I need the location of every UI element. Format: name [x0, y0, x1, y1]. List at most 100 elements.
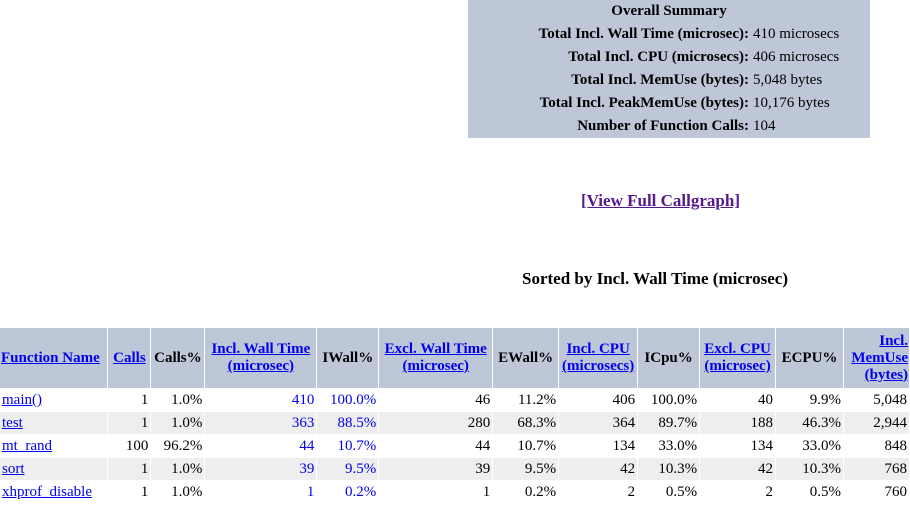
calls-cell: 1 — [107, 457, 152, 481]
view-full-callgraph-link[interactable]: [View Full Callgraph] — [581, 191, 740, 210]
calls-cell: 1 — [107, 480, 152, 504]
function-name-cell: sort — [0, 457, 109, 481]
summary-value: 406 microsecs — [753, 49, 840, 65]
sort-link[interactable]: Incl. Wall Time (microsec) — [211, 341, 310, 374]
incl-cpu-cell: 406 — [558, 388, 639, 412]
overall-summary-panel: Overall Summary Total Incl. Wall Time (m… — [468, 0, 870, 138]
header-line: (microsec) — [704, 358, 771, 374]
calls-cell: 1 — [107, 388, 152, 412]
header-line: Excl. CPU — [704, 341, 771, 357]
summary-value: 104 — [753, 118, 776, 134]
ecpu-pct-cell: 10.3% — [775, 457, 844, 481]
excl-wall-cell: 46 — [378, 388, 494, 412]
calls-pct-cell: 96.2% — [150, 434, 206, 458]
summary-title: Overall Summary — [611, 3, 727, 19]
function-name-cell: test — [0, 411, 109, 435]
summary-value: 10,176 bytes — [753, 95, 830, 111]
col-iwall-pct: IWall% — [316, 328, 380, 389]
function-link[interactable]: sort — [2, 460, 25, 477]
ecpu-pct-cell: 46.3% — [775, 411, 844, 435]
ewall-pct-cell: 10.7% — [492, 434, 560, 458]
header-line: Incl. Wall Time — [211, 341, 311, 357]
header-line: Excl. Wall Time — [384, 341, 487, 357]
calls-pct-cell: 1.0% — [150, 480, 206, 504]
incl-mem-cell: 768 — [843, 457, 910, 481]
sort-link[interactable]: Incl. CPU (microsecs) — [562, 341, 634, 374]
sort-link[interactable]: Function Name — [1, 349, 100, 366]
icpu-pct-cell: 33.0% — [637, 434, 701, 458]
ecpu-pct-cell: 33.0% — [775, 434, 844, 458]
col-incl-cpu[interactable]: Incl. CPU (microsecs) — [558, 328, 639, 389]
summary-key: Total Incl. Wall Time (microsec): — [538, 26, 749, 42]
excl-cpu-cell: 188 — [699, 411, 777, 435]
excl-cpu-cell: 2 — [699, 480, 777, 504]
function-link[interactable]: main() — [2, 391, 42, 408]
table-row: test 1 1.0% 363 88.5% 280 68.3% 364 89.7… — [0, 411, 910, 435]
col-calls[interactable]: Calls — [107, 328, 152, 389]
summary-row: Number of Function Calls: 104 — [468, 115, 870, 137]
ewall-pct-cell: 11.2% — [492, 388, 560, 412]
excl-wall-cell: 44 — [378, 434, 494, 458]
sort-link[interactable]: Incl. MemUse (bytes) — [851, 333, 908, 383]
summary-row: Total Incl. MemUse (bytes): 5,048 bytes — [468, 69, 870, 91]
iwall-pct-cell: 0.2% — [316, 480, 380, 504]
excl-wall-cell: 280 — [378, 411, 494, 435]
function-link[interactable]: xhprof_disable — [2, 483, 92, 500]
summary-key: Total Incl. CPU (microsecs): — [568, 49, 749, 65]
excl-cpu-cell: 134 — [699, 434, 777, 458]
iwall-pct-cell: 9.5% — [316, 457, 380, 481]
excl-wall-cell: 1 — [378, 480, 494, 504]
function-link[interactable]: test — [2, 414, 23, 431]
incl-mem-cell: 2,944 — [843, 411, 910, 435]
ecpu-pct-cell: 9.9% — [775, 388, 844, 412]
summary-row: Total Incl. Wall Time (microsec): 410 mi… — [468, 23, 870, 45]
function-link[interactable]: mt_rand — [2, 437, 52, 454]
col-incl-wall-time[interactable]: Incl. Wall Time (microsec) — [204, 328, 318, 389]
summary-key: Number of Function Calls: — [577, 118, 749, 134]
incl-cpu-cell: 364 — [558, 411, 639, 435]
col-function-name[interactable]: Function Name — [0, 328, 109, 389]
col-icpu-pct: ICpu% — [637, 328, 701, 389]
col-excl-cpu[interactable]: Excl. CPU (microsec) — [699, 328, 777, 389]
function-table: Function Name Calls Calls% Incl. Wall Ti… — [0, 328, 910, 504]
function-name-cell: main() — [0, 388, 109, 412]
icpu-pct-cell: 100.0% — [637, 388, 701, 412]
table-row: main() 1 1.0% 410 100.0% 46 11.2% 406 10… — [0, 388, 910, 412]
incl-mem-cell: 848 — [843, 434, 910, 458]
header-line: (bytes) — [864, 366, 908, 383]
header-line: (microsecs) — [562, 358, 635, 374]
col-ewall-pct: EWall% — [492, 328, 560, 389]
incl-wall-cell: 39 — [204, 457, 318, 481]
ewall-pct-cell: 0.2% — [492, 480, 560, 504]
summary-key: Total Incl. MemUse (bytes): — [571, 72, 749, 88]
summary-row: Total Incl. CPU (microsecs): 406 microse… — [468, 46, 870, 68]
sort-link[interactable]: Excl. CPU (microsec) — [704, 341, 771, 374]
header-line: (microsec) — [402, 358, 469, 374]
incl-wall-cell: 44 — [204, 434, 318, 458]
incl-wall-cell: 363 — [204, 411, 318, 435]
col-incl-memuse[interactable]: Incl. MemUse (bytes) — [843, 328, 910, 389]
function-name-cell: mt_rand — [0, 434, 109, 458]
col-ecpu-pct: ECPU% — [775, 328, 844, 389]
incl-wall-cell: 1 — [204, 480, 318, 504]
table-row: xhprof_disable 1 1.0% 1 0.2% 1 0.2% 2 0.… — [0, 480, 910, 504]
iwall-pct-cell: 88.5% — [316, 411, 380, 435]
sort-link[interactable]: Excl. Wall Time (microsec) — [385, 341, 487, 374]
header-line: MemUse — [851, 349, 908, 366]
table-row: sort 1 1.0% 39 9.5% 39 9.5% 42 10.3% 42 … — [0, 457, 910, 481]
col-calls-pct: Calls% — [150, 328, 206, 389]
col-excl-wall-time[interactable]: Excl. Wall Time (microsec) — [378, 328, 494, 389]
iwall-pct-cell: 100.0% — [316, 388, 380, 412]
calls-pct-cell: 1.0% — [150, 411, 206, 435]
incl-mem-cell: 760 — [843, 480, 910, 504]
summary-value: 410 microsecs — [753, 26, 840, 42]
calls-cell: 100 — [107, 434, 152, 458]
incl-mem-cell: 5,048 — [843, 388, 910, 412]
ewall-pct-cell: 68.3% — [492, 411, 560, 435]
icpu-pct-cell: 10.3% — [637, 457, 701, 481]
sort-link[interactable]: Calls — [113, 349, 146, 366]
excl-wall-cell: 39 — [378, 457, 494, 481]
summary-row: Total Incl. PeakMemUse (bytes): 10,176 b… — [468, 92, 870, 114]
icpu-pct-cell: 0.5% — [637, 480, 701, 504]
header-line: Incl. CPU — [566, 341, 630, 357]
